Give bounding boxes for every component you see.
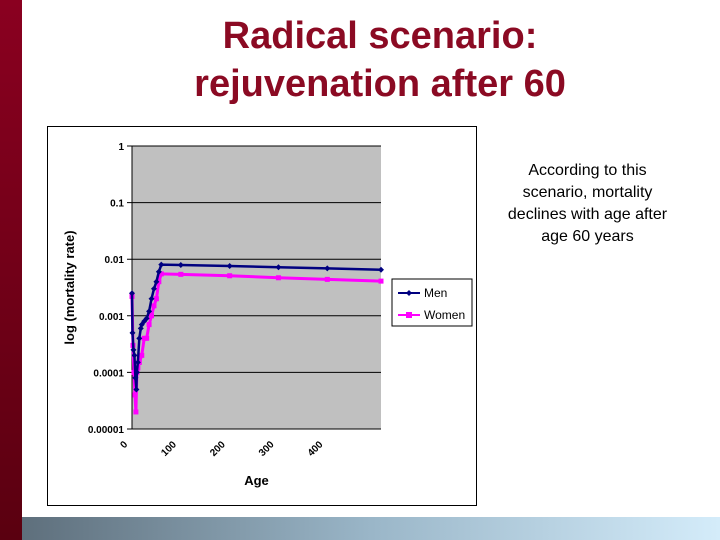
- data-point-men: [275, 264, 282, 271]
- chart-frame: 1 0.1 0.01 0.001 0.0001 0.00001 0 100 200 300 400 A…: [47, 126, 477, 506]
- data-point-women: [153, 296, 159, 302]
- y-tick-label: 0.1: [110, 199, 124, 210]
- title-line-1: Radical scenario:: [222, 15, 538, 57]
- data-point-men: [324, 265, 331, 272]
- data-point-women: [139, 352, 145, 358]
- mortality-chart: 1 0.1 0.01 0.001 0.0001 0.00001 0 100 200 300 400 A…: [62, 142, 473, 488]
- y-tick-label: 0.00001: [88, 425, 125, 436]
- data-point-men: [226, 262, 233, 269]
- data-point-women: [227, 273, 233, 279]
- data-point-men: [134, 359, 141, 366]
- data-point-men: [177, 261, 184, 268]
- legend-marker-men: [406, 290, 412, 296]
- slide-bottom-accent-bar: [22, 517, 720, 540]
- data-point-men: [136, 335, 143, 342]
- x-tick-label: 300: [257, 439, 277, 459]
- data-point-men: [129, 290, 135, 297]
- legend-label-men: Men: [424, 286, 447, 300]
- data-point-men: [141, 318, 148, 325]
- data-point-women: [158, 271, 164, 277]
- plot-area: [132, 146, 381, 429]
- y-axis-label: log (mortality rate): [62, 230, 77, 344]
- data-point-women: [132, 392, 138, 398]
- data-point-men: [133, 369, 140, 376]
- data-point-men: [130, 346, 137, 353]
- data-point-women: [178, 271, 184, 277]
- y-tick-label: 0.001: [99, 312, 124, 323]
- data-point-men: [129, 329, 136, 336]
- series-line-women: [130, 272, 382, 413]
- slide-title: Radical scenario: rejuvenation after 60: [60, 12, 700, 108]
- data-point-women: [324, 276, 330, 282]
- data-point-men: [148, 295, 155, 302]
- x-tick-label: 100: [159, 439, 179, 459]
- data-point-men: [158, 261, 165, 268]
- data-point-men: [143, 315, 150, 322]
- slide-left-accent-bar: [0, 0, 22, 540]
- data-point-men: [153, 278, 160, 285]
- y-tick-label: 0.01: [105, 255, 125, 266]
- legend-box: [391, 278, 473, 327]
- slide-note: According to this scenario, mortality de…: [507, 162, 668, 245]
- data-point-men: [155, 268, 162, 275]
- data-point-women: [151, 303, 157, 309]
- x-tick-label: 400: [306, 439, 326, 459]
- data-point-men: [378, 266, 384, 273]
- data-point-men: [137, 325, 144, 332]
- data-point-women: [144, 335, 150, 341]
- data-point-men: [131, 352, 138, 359]
- x-axis-label: Age: [244, 473, 269, 488]
- y-tick-label: 0.0001: [93, 368, 124, 379]
- data-point-men: [133, 386, 140, 393]
- data-point-women: [149, 313, 155, 319]
- data-point-women: [133, 409, 139, 415]
- data-point-women: [146, 322, 152, 328]
- y-tick-label: 1: [118, 142, 124, 153]
- data-point-men: [132, 374, 139, 381]
- x-tick-label: 0: [118, 439, 130, 451]
- legend-marker-women: [406, 312, 412, 318]
- data-point-men: [146, 308, 153, 315]
- data-point-women: [378, 278, 384, 284]
- x-tick-label: 200: [208, 439, 228, 459]
- legend-label-women: Women: [424, 308, 465, 322]
- title-line-2: rejuvenation after 60: [194, 63, 566, 105]
- data-point-women: [275, 275, 281, 281]
- data-point-men: [150, 285, 157, 292]
